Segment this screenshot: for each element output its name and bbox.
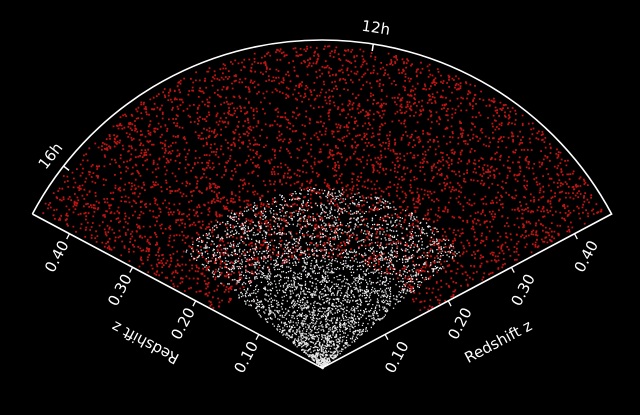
wedge-frame [31,39,613,369]
axis-tick [447,300,452,307]
axis-tick [510,266,515,273]
axis-tick [384,334,389,341]
hour-tick [371,43,375,52]
wedge-outline [31,39,613,369]
hour-label: 12h [360,17,391,39]
hour-tick [63,165,70,171]
axis-tick [192,300,197,307]
axis-tick [573,233,578,240]
axis-tick [129,266,134,273]
axis-tick [66,233,71,240]
axis-tick [255,334,260,341]
galaxy-dots [42,45,603,370]
white-galaxies [185,187,460,370]
